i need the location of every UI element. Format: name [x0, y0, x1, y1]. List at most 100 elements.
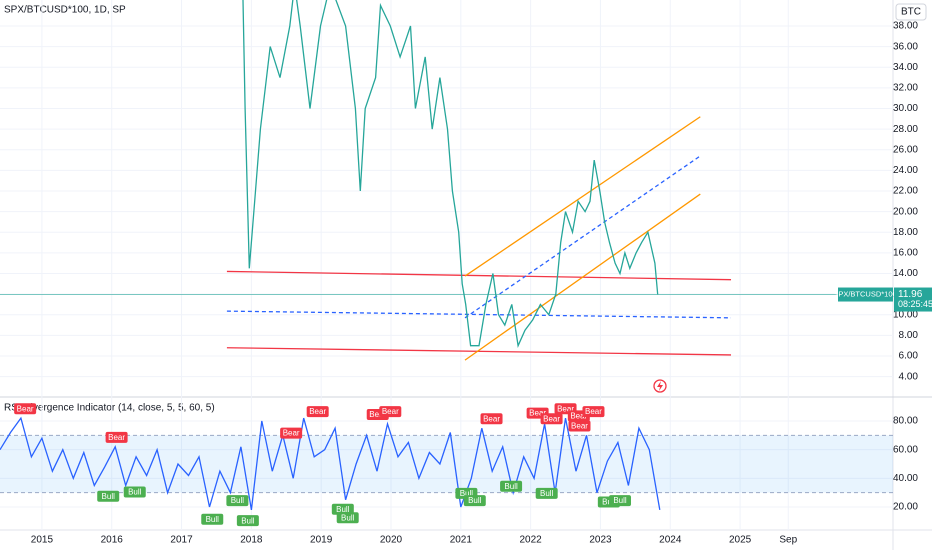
signal-text: Bull	[468, 496, 482, 505]
x-tick-label: 2023	[589, 535, 612, 546]
countdown: 08:25:45	[898, 299, 932, 309]
y-tick-label: 34.00	[893, 62, 918, 73]
x-tick-label: 2025	[729, 535, 752, 546]
signal-text: Bear	[571, 422, 588, 431]
signal-label	[463, 495, 486, 507]
trendline	[226, 270, 732, 281]
signal-label	[123, 486, 146, 498]
y-tick-label: 24.00	[893, 165, 918, 176]
signal-text: Bull	[504, 482, 518, 491]
y-tick-label: 4.00	[899, 371, 919, 382]
signal-text: Bull	[336, 505, 350, 514]
trendline	[464, 116, 701, 277]
signal-label	[280, 427, 303, 439]
signal-text: Bear	[543, 414, 560, 423]
chart-title: SPX/BTCUSD*100, 1D, SP	[4, 5, 126, 16]
x-tick-label: 2020	[380, 535, 403, 546]
y-tick-label: 38.00	[893, 21, 918, 32]
trendline	[226, 310, 732, 319]
series-line	[0, 416, 661, 511]
indicator-title: RSI Divergence Indicator (14, close, 5, …	[4, 403, 215, 414]
signal-text: Bull	[460, 489, 474, 498]
signal-text: Bear	[382, 407, 399, 416]
currency-box[interactable]	[895, 3, 927, 21]
x-tick-label: 2021	[450, 535, 473, 546]
x-tick-label: 2016	[101, 535, 124, 546]
signal-text: Bull	[241, 516, 255, 525]
y-tick-label: 6.00	[899, 351, 919, 362]
signal-label	[582, 406, 605, 418]
signal-label	[226, 495, 249, 507]
signal-text: Bear	[585, 407, 602, 416]
x-tick-label: 2015	[31, 535, 54, 546]
series-line	[242, 0, 659, 348]
y-tick-label: 32.00	[893, 83, 918, 94]
signal-text: Bear	[108, 433, 125, 442]
y-tick-label: 10.00	[893, 309, 918, 320]
y-tick-label: 26.00	[893, 144, 918, 155]
y-tick-label: 60.00	[893, 444, 918, 455]
x-tick-label: 2024	[659, 535, 682, 546]
signal-text: Bear	[17, 404, 34, 413]
signal-label	[540, 413, 563, 425]
signal-text: Bear	[529, 409, 546, 418]
last-price: 11.96	[898, 289, 923, 300]
signal-text: Bull	[231, 496, 245, 505]
y-tick-label: 20.00	[893, 502, 918, 513]
alert-icon[interactable]	[653, 379, 667, 393]
trendline	[226, 347, 732, 356]
signal-label	[14, 403, 37, 415]
signal-text: Bear	[309, 407, 326, 416]
currency[interactable]: BTC	[901, 7, 921, 18]
signal-label	[236, 515, 259, 527]
signal-text: Bear	[483, 414, 500, 423]
signal-text: Bull	[540, 489, 554, 498]
x-tick-label: 2017	[170, 535, 193, 546]
signal-label	[97, 490, 120, 502]
y-tick-label: 22.00	[893, 186, 918, 197]
signal-label	[480, 413, 503, 425]
signal-text: Bull	[341, 513, 355, 522]
y-tick-label: 20.00	[893, 206, 918, 217]
y-tick-label: 36.00	[893, 41, 918, 52]
x-tick-label: 2018	[240, 535, 263, 546]
price-tag	[894, 287, 932, 312]
signal-label	[336, 512, 359, 524]
signal-text: Bear	[369, 410, 386, 419]
y-tick-label: 80.00	[893, 416, 918, 427]
y-tick-label: 16.00	[893, 248, 918, 259]
y-tick-label: 30.00	[893, 103, 918, 114]
signal-text: Bear	[283, 429, 300, 438]
x-tick-label: 2022	[520, 535, 543, 546]
y-tick-label: 28.00	[893, 124, 918, 135]
plot-area	[226, 0, 732, 361]
trendline	[464, 193, 701, 361]
signal-text: Bull	[613, 496, 627, 505]
y-tick-label: 40.00	[893, 473, 918, 484]
alert-circle[interactable]	[653, 379, 667, 393]
y-tick-label: 14.00	[893, 268, 918, 279]
signal-label	[105, 431, 128, 443]
symbol-tag	[838, 287, 893, 302]
alert-bolt[interactable]	[657, 381, 663, 391]
signal-text: Bull	[206, 515, 220, 524]
symbol-name: SPX/BTCUSD*100	[833, 290, 896, 299]
signal-text: Bull	[102, 492, 116, 501]
signal-label	[379, 406, 402, 418]
signal-text: Bear	[557, 404, 574, 413]
y-tick-label: 18.00	[893, 227, 918, 238]
x-tick-label: 2019	[310, 535, 333, 546]
signal-text: Bear	[570, 412, 587, 421]
trendline	[464, 155, 701, 319]
signal-label	[609, 495, 632, 507]
x-tick-label: Sep	[779, 535, 797, 546]
signal-text: Bull	[602, 498, 616, 507]
signal-label	[500, 480, 523, 492]
y-tick-label: 8.00	[899, 330, 919, 341]
signal-label	[331, 503, 354, 515]
signal-text: Bull	[128, 488, 142, 497]
signal-label	[201, 513, 224, 525]
